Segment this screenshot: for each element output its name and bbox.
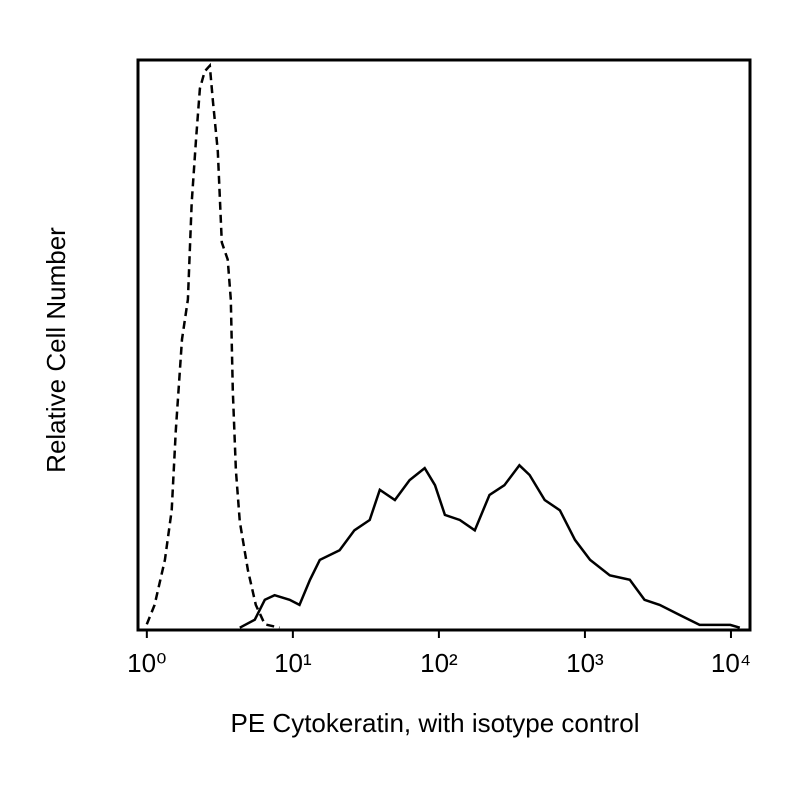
x-tick-label: 10⁴ xyxy=(711,648,751,678)
x-tick-label: 10² xyxy=(420,648,458,678)
x-tick-label: 10¹ xyxy=(274,648,312,678)
x-tick-label: 10³ xyxy=(566,648,604,678)
histogram-line xyxy=(239,463,741,629)
x-axis-label: PE Cytokeratin, with isotype control xyxy=(231,708,640,738)
x-tick-label: 10⁰ xyxy=(127,648,166,678)
histogram-line xyxy=(145,62,280,629)
plot-frame xyxy=(136,58,752,632)
y-axis-label: Relative Cell Number xyxy=(41,227,71,473)
